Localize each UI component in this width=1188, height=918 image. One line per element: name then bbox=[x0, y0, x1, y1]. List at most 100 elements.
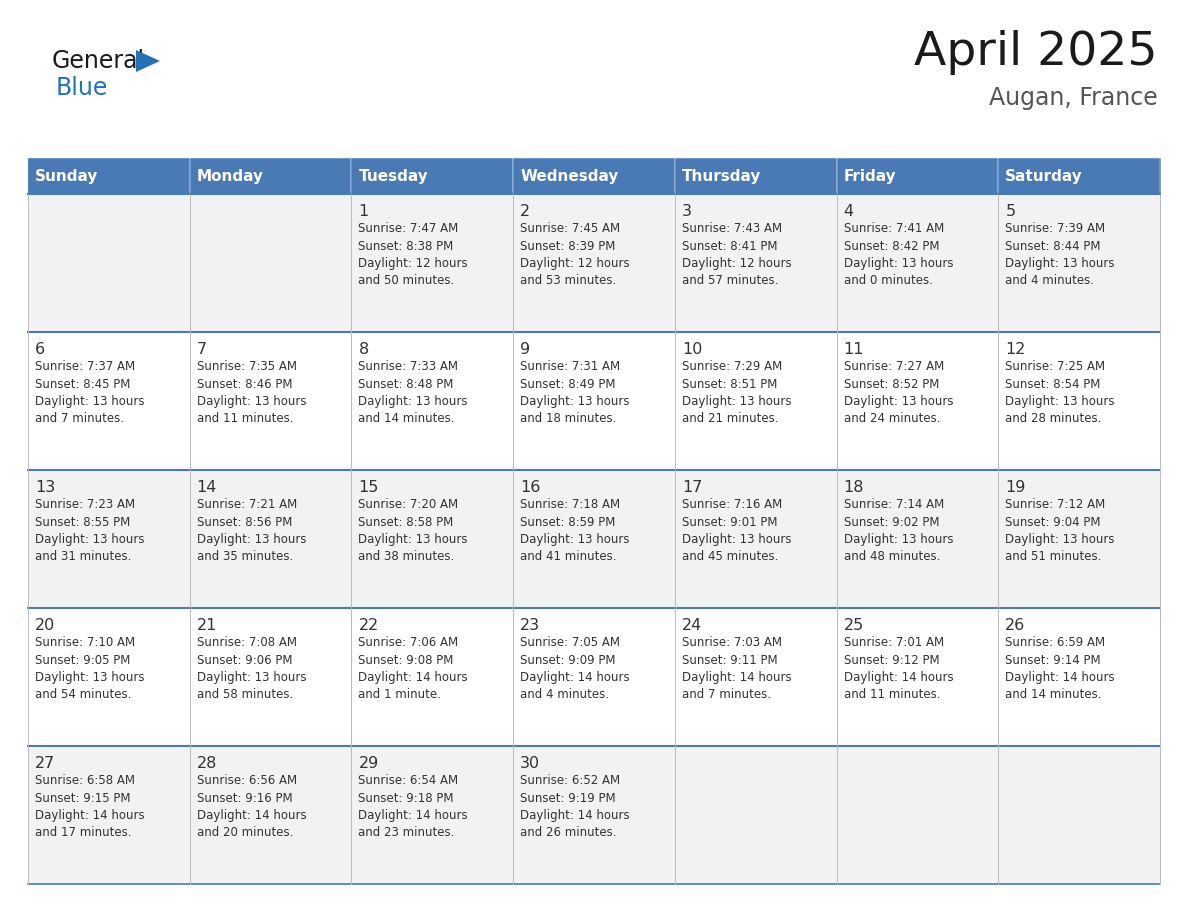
Text: 13: 13 bbox=[34, 480, 56, 495]
Text: Sunrise: 7:01 AM
Sunset: 9:12 PM
Daylight: 14 hours
and 11 minutes.: Sunrise: 7:01 AM Sunset: 9:12 PM Dayligh… bbox=[843, 636, 953, 701]
Bar bbox=[352, 194, 513, 332]
Text: 11: 11 bbox=[843, 342, 864, 357]
Text: Augan, France: Augan, France bbox=[990, 86, 1158, 110]
Bar bbox=[190, 746, 352, 884]
Text: 19: 19 bbox=[1005, 480, 1025, 495]
Bar bbox=[29, 470, 190, 608]
Bar bbox=[352, 470, 513, 608]
Text: Sunrise: 7:29 AM
Sunset: 8:51 PM
Daylight: 13 hours
and 21 minutes.: Sunrise: 7:29 AM Sunset: 8:51 PM Dayligh… bbox=[682, 360, 791, 426]
Text: 16: 16 bbox=[520, 480, 541, 495]
Text: Blue: Blue bbox=[56, 76, 108, 100]
Text: Sunrise: 7:06 AM
Sunset: 9:08 PM
Daylight: 14 hours
and 1 minute.: Sunrise: 7:06 AM Sunset: 9:08 PM Dayligh… bbox=[359, 636, 468, 701]
Text: Sunrise: 7:08 AM
Sunset: 9:06 PM
Daylight: 13 hours
and 58 minutes.: Sunrise: 7:08 AM Sunset: 9:06 PM Dayligh… bbox=[197, 636, 307, 701]
Bar bbox=[352, 158, 513, 194]
Text: 2: 2 bbox=[520, 204, 530, 219]
Text: 6: 6 bbox=[34, 342, 45, 357]
Bar bbox=[352, 332, 513, 470]
Bar bbox=[675, 746, 836, 884]
Bar bbox=[513, 608, 675, 746]
Text: General: General bbox=[52, 49, 145, 73]
Bar bbox=[29, 608, 190, 746]
Text: 15: 15 bbox=[359, 480, 379, 495]
Text: 20: 20 bbox=[34, 618, 56, 633]
Text: Sunrise: 7:05 AM
Sunset: 9:09 PM
Daylight: 14 hours
and 4 minutes.: Sunrise: 7:05 AM Sunset: 9:09 PM Dayligh… bbox=[520, 636, 630, 701]
Text: 10: 10 bbox=[682, 342, 702, 357]
Bar bbox=[998, 332, 1159, 470]
Text: Wednesday: Wednesday bbox=[520, 169, 619, 184]
Bar bbox=[513, 470, 675, 608]
Text: 1: 1 bbox=[359, 204, 368, 219]
Text: Sunrise: 7:33 AM
Sunset: 8:48 PM
Daylight: 13 hours
and 14 minutes.: Sunrise: 7:33 AM Sunset: 8:48 PM Dayligh… bbox=[359, 360, 468, 426]
Text: Sunrise: 7:31 AM
Sunset: 8:49 PM
Daylight: 13 hours
and 18 minutes.: Sunrise: 7:31 AM Sunset: 8:49 PM Dayligh… bbox=[520, 360, 630, 426]
Bar bbox=[836, 158, 998, 194]
Bar bbox=[352, 608, 513, 746]
Text: 9: 9 bbox=[520, 342, 530, 357]
Bar bbox=[836, 332, 998, 470]
Text: 14: 14 bbox=[197, 480, 217, 495]
Text: 5: 5 bbox=[1005, 204, 1016, 219]
Text: Sunrise: 7:03 AM
Sunset: 9:11 PM
Daylight: 14 hours
and 7 minutes.: Sunrise: 7:03 AM Sunset: 9:11 PM Dayligh… bbox=[682, 636, 791, 701]
Text: Sunrise: 7:35 AM
Sunset: 8:46 PM
Daylight: 13 hours
and 11 minutes.: Sunrise: 7:35 AM Sunset: 8:46 PM Dayligh… bbox=[197, 360, 307, 426]
Bar bbox=[998, 608, 1159, 746]
Bar bbox=[29, 158, 190, 194]
Text: 18: 18 bbox=[843, 480, 864, 495]
Bar bbox=[675, 470, 836, 608]
Bar bbox=[836, 194, 998, 332]
Bar bbox=[513, 158, 675, 194]
Text: 30: 30 bbox=[520, 756, 541, 771]
Text: Sunrise: 6:59 AM
Sunset: 9:14 PM
Daylight: 14 hours
and 14 minutes.: Sunrise: 6:59 AM Sunset: 9:14 PM Dayligh… bbox=[1005, 636, 1114, 701]
Text: 22: 22 bbox=[359, 618, 379, 633]
Text: Sunrise: 7:39 AM
Sunset: 8:44 PM
Daylight: 13 hours
and 4 minutes.: Sunrise: 7:39 AM Sunset: 8:44 PM Dayligh… bbox=[1005, 222, 1114, 287]
Bar bbox=[998, 746, 1159, 884]
Text: 8: 8 bbox=[359, 342, 368, 357]
Bar bbox=[29, 332, 190, 470]
Text: 28: 28 bbox=[197, 756, 217, 771]
Text: 29: 29 bbox=[359, 756, 379, 771]
Text: Sunrise: 7:10 AM
Sunset: 9:05 PM
Daylight: 13 hours
and 54 minutes.: Sunrise: 7:10 AM Sunset: 9:05 PM Dayligh… bbox=[34, 636, 145, 701]
Text: Sunrise: 7:37 AM
Sunset: 8:45 PM
Daylight: 13 hours
and 7 minutes.: Sunrise: 7:37 AM Sunset: 8:45 PM Dayligh… bbox=[34, 360, 145, 426]
Text: Sunrise: 7:45 AM
Sunset: 8:39 PM
Daylight: 12 hours
and 53 minutes.: Sunrise: 7:45 AM Sunset: 8:39 PM Dayligh… bbox=[520, 222, 630, 287]
Text: 7: 7 bbox=[197, 342, 207, 357]
Text: 27: 27 bbox=[34, 756, 56, 771]
Bar bbox=[513, 332, 675, 470]
Bar bbox=[675, 332, 836, 470]
Bar bbox=[29, 194, 190, 332]
Text: Sunrise: 7:43 AM
Sunset: 8:41 PM
Daylight: 12 hours
and 57 minutes.: Sunrise: 7:43 AM Sunset: 8:41 PM Dayligh… bbox=[682, 222, 791, 287]
Text: Sunrise: 7:16 AM
Sunset: 9:01 PM
Daylight: 13 hours
and 45 minutes.: Sunrise: 7:16 AM Sunset: 9:01 PM Dayligh… bbox=[682, 498, 791, 564]
Text: 3: 3 bbox=[682, 204, 691, 219]
Text: Sunrise: 7:18 AM
Sunset: 8:59 PM
Daylight: 13 hours
and 41 minutes.: Sunrise: 7:18 AM Sunset: 8:59 PM Dayligh… bbox=[520, 498, 630, 564]
Bar bbox=[998, 470, 1159, 608]
Text: April 2025: April 2025 bbox=[915, 30, 1158, 75]
Text: Sunrise: 6:54 AM
Sunset: 9:18 PM
Daylight: 14 hours
and 23 minutes.: Sunrise: 6:54 AM Sunset: 9:18 PM Dayligh… bbox=[359, 774, 468, 839]
Bar bbox=[675, 158, 836, 194]
Text: 4: 4 bbox=[843, 204, 854, 219]
Bar bbox=[190, 158, 352, 194]
Text: 26: 26 bbox=[1005, 618, 1025, 633]
Text: Saturday: Saturday bbox=[1005, 169, 1083, 184]
Bar bbox=[675, 194, 836, 332]
Text: 12: 12 bbox=[1005, 342, 1025, 357]
Text: Sunrise: 7:41 AM
Sunset: 8:42 PM
Daylight: 13 hours
and 0 minutes.: Sunrise: 7:41 AM Sunset: 8:42 PM Dayligh… bbox=[843, 222, 953, 287]
Text: Sunrise: 7:12 AM
Sunset: 9:04 PM
Daylight: 13 hours
and 51 minutes.: Sunrise: 7:12 AM Sunset: 9:04 PM Dayligh… bbox=[1005, 498, 1114, 564]
Text: Sunrise: 7:27 AM
Sunset: 8:52 PM
Daylight: 13 hours
and 24 minutes.: Sunrise: 7:27 AM Sunset: 8:52 PM Dayligh… bbox=[843, 360, 953, 426]
Text: 17: 17 bbox=[682, 480, 702, 495]
Bar bbox=[190, 194, 352, 332]
Bar bbox=[29, 746, 190, 884]
Text: Sunrise: 7:14 AM
Sunset: 9:02 PM
Daylight: 13 hours
and 48 minutes.: Sunrise: 7:14 AM Sunset: 9:02 PM Dayligh… bbox=[843, 498, 953, 564]
Text: Sunday: Sunday bbox=[34, 169, 99, 184]
Bar bbox=[836, 746, 998, 884]
Bar bbox=[675, 608, 836, 746]
Text: Thursday: Thursday bbox=[682, 169, 762, 184]
Text: Sunrise: 7:25 AM
Sunset: 8:54 PM
Daylight: 13 hours
and 28 minutes.: Sunrise: 7:25 AM Sunset: 8:54 PM Dayligh… bbox=[1005, 360, 1114, 426]
Text: Monday: Monday bbox=[197, 169, 264, 184]
Text: Sunrise: 7:21 AM
Sunset: 8:56 PM
Daylight: 13 hours
and 35 minutes.: Sunrise: 7:21 AM Sunset: 8:56 PM Dayligh… bbox=[197, 498, 307, 564]
Text: Sunrise: 7:47 AM
Sunset: 8:38 PM
Daylight: 12 hours
and 50 minutes.: Sunrise: 7:47 AM Sunset: 8:38 PM Dayligh… bbox=[359, 222, 468, 287]
Text: Sunrise: 7:23 AM
Sunset: 8:55 PM
Daylight: 13 hours
and 31 minutes.: Sunrise: 7:23 AM Sunset: 8:55 PM Dayligh… bbox=[34, 498, 145, 564]
Text: 21: 21 bbox=[197, 618, 217, 633]
Bar bbox=[352, 746, 513, 884]
Bar bbox=[836, 608, 998, 746]
Bar bbox=[190, 470, 352, 608]
Bar bbox=[190, 332, 352, 470]
Text: 24: 24 bbox=[682, 618, 702, 633]
Text: Sunrise: 6:56 AM
Sunset: 9:16 PM
Daylight: 14 hours
and 20 minutes.: Sunrise: 6:56 AM Sunset: 9:16 PM Dayligh… bbox=[197, 774, 307, 839]
